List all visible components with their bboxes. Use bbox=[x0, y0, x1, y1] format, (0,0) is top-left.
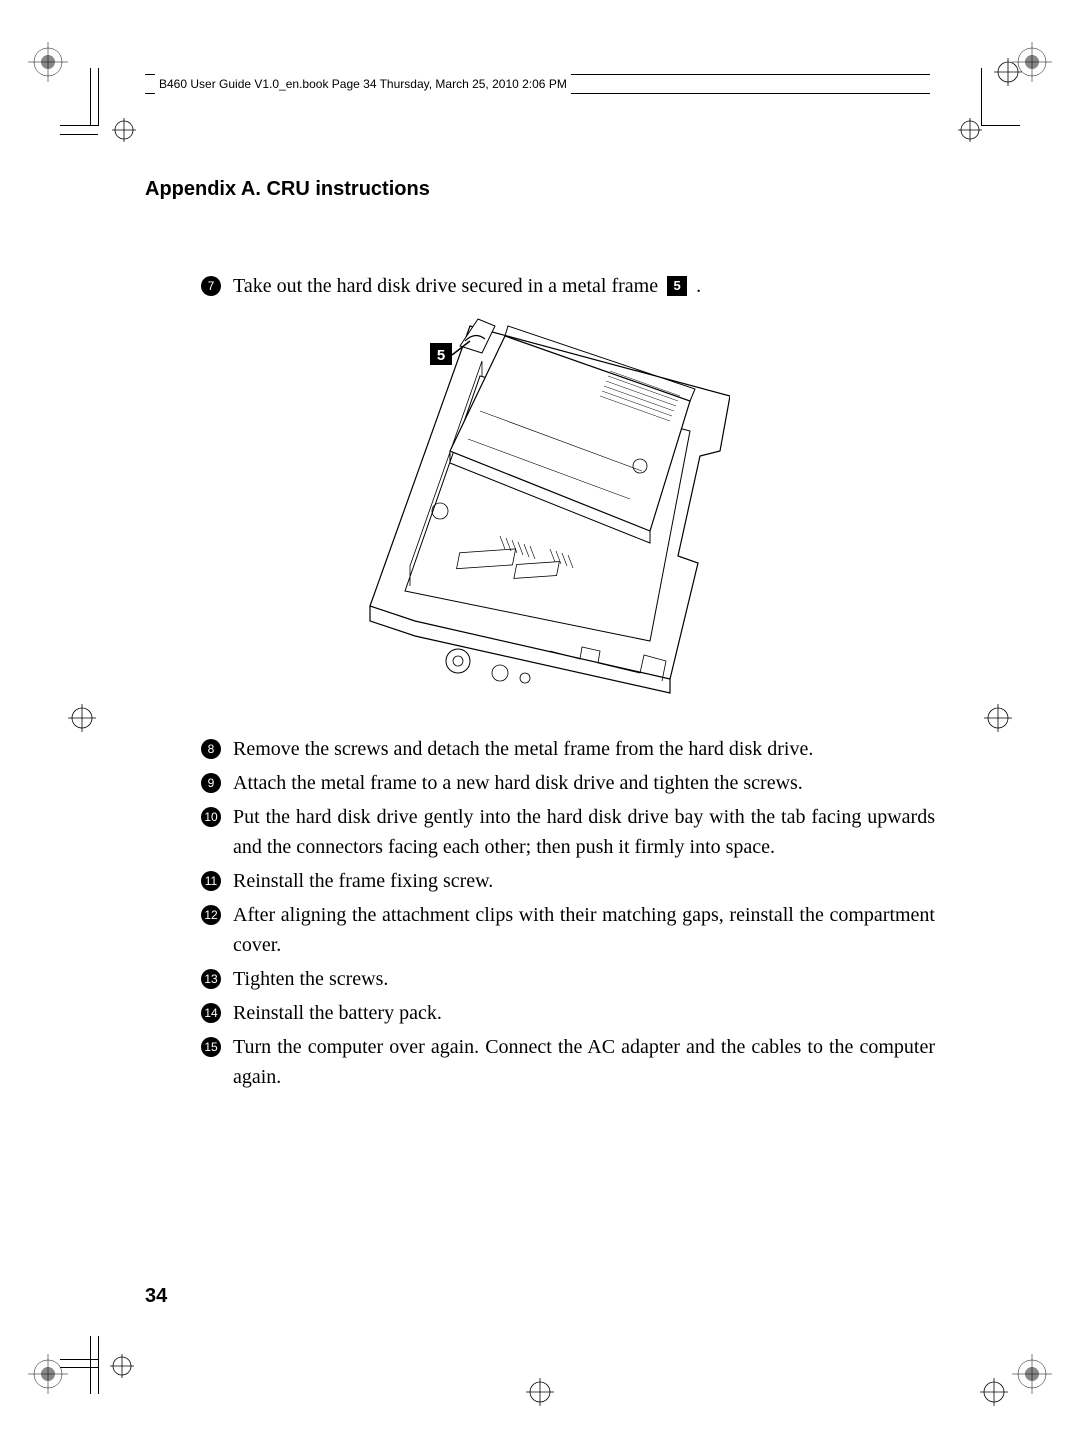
callout-ref-icon: 5 bbox=[667, 276, 687, 296]
registration-mark-icon bbox=[68, 704, 96, 732]
step-text: Remove the screws and detach the metal f… bbox=[233, 734, 935, 764]
instruction-step: 12 After aligning the attachment clips wi… bbox=[201, 900, 935, 960]
registration-mark-icon bbox=[110, 1354, 134, 1378]
crop-mark bbox=[60, 125, 98, 126]
registration-mark-icon bbox=[112, 118, 136, 142]
crop-mark bbox=[98, 1336, 99, 1394]
step-number-icon: 11 bbox=[201, 871, 221, 891]
step-text: Turn the computer over again. Connect th… bbox=[233, 1032, 935, 1092]
instruction-step: 14 Reinstall the battery pack. bbox=[201, 998, 935, 1028]
registration-mark-icon bbox=[526, 1378, 554, 1406]
step-text: Tighten the screws. bbox=[233, 964, 935, 994]
crop-mark bbox=[60, 1367, 98, 1368]
step-number-icon: 9 bbox=[201, 773, 221, 793]
page-content: Appendix A. CRU instructions 7 Take out … bbox=[145, 178, 935, 1096]
registration-mark-icon bbox=[1012, 1354, 1052, 1394]
step-text: Attach the metal frame to a new hard dis… bbox=[233, 768, 935, 798]
step-number-icon: 12 bbox=[201, 905, 221, 925]
step-text: Reinstall the battery pack. bbox=[233, 998, 935, 1028]
page-number: 34 bbox=[145, 1285, 167, 1308]
instruction-step: 9 Attach the metal frame to a new hard di… bbox=[201, 768, 935, 798]
registration-mark-icon bbox=[994, 58, 1022, 86]
crop-mark bbox=[98, 68, 99, 126]
registration-mark-icon bbox=[28, 1354, 68, 1394]
step-text-post: . bbox=[691, 275, 701, 297]
instruction-step: 8 Remove the screws and detach the metal … bbox=[201, 734, 935, 764]
registration-mark-icon bbox=[984, 704, 1012, 732]
step-number-icon: 10 bbox=[201, 807, 221, 827]
instruction-step: 11 Reinstall the frame fixing screw. bbox=[201, 866, 935, 896]
crop-mark bbox=[981, 68, 982, 126]
step-number-icon: 8 bbox=[201, 739, 221, 759]
instruction-step: 10 Put the hard disk drive gently into th… bbox=[201, 802, 935, 862]
step-number-icon: 7 bbox=[201, 276, 221, 296]
step-number-icon: 15 bbox=[201, 1037, 221, 1057]
crop-mark bbox=[982, 125, 1020, 126]
crop-mark bbox=[60, 1359, 98, 1360]
step-text-pre: Take out the hard disk drive secured in … bbox=[233, 275, 663, 297]
crop-mark bbox=[90, 68, 91, 126]
step-number-icon: 14 bbox=[201, 1003, 221, 1023]
registration-mark-icon bbox=[980, 1378, 1008, 1406]
step-text: Put the hard disk drive gently into the … bbox=[233, 802, 935, 862]
step-number-icon: 13 bbox=[201, 969, 221, 989]
instruction-step: 15 Turn the computer over again. Connect … bbox=[201, 1032, 935, 1092]
section-title: Appendix A. CRU instructions bbox=[145, 178, 935, 201]
step-text: After aligning the attachment clips with… bbox=[233, 900, 935, 960]
instruction-step: 13 Tighten the screws. bbox=[201, 964, 935, 994]
step-text: Take out the hard disk drive secured in … bbox=[233, 271, 935, 301]
instruction-step: 7 Take out the hard disk drive secured i… bbox=[201, 271, 935, 301]
running-header: B460 User Guide V1.0_en.book Page 34 Thu… bbox=[155, 74, 571, 94]
callout-number: 5 bbox=[437, 347, 445, 364]
crop-mark bbox=[90, 1336, 91, 1394]
registration-mark-icon bbox=[958, 118, 982, 142]
registration-mark-icon bbox=[28, 42, 68, 82]
hard-drive-figure: 5 bbox=[145, 311, 935, 706]
step-text: Reinstall the frame fixing screw. bbox=[233, 866, 935, 896]
crop-mark bbox=[60, 134, 98, 135]
